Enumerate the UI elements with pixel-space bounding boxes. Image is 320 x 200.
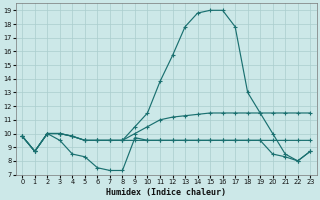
X-axis label: Humidex (Indice chaleur): Humidex (Indice chaleur) xyxy=(106,188,226,197)
